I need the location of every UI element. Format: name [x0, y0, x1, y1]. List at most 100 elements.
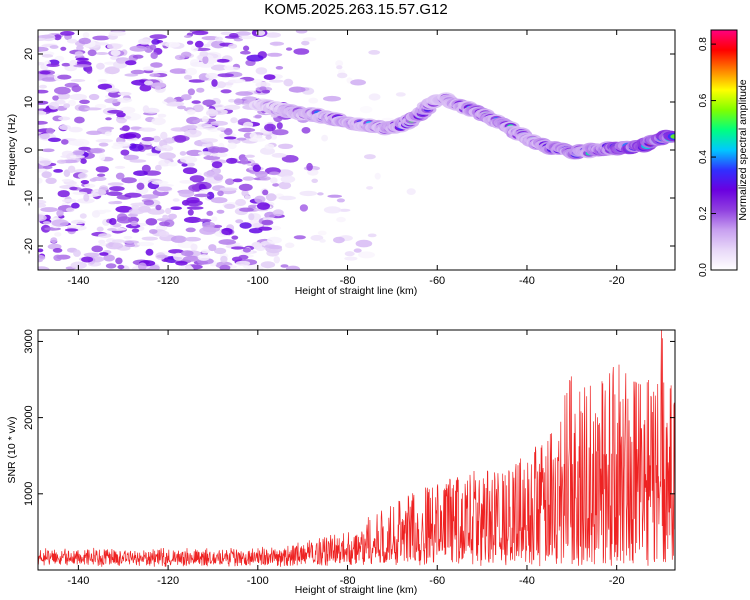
heatmap-noise-cell	[104, 98, 119, 104]
heatmap-noise-cell	[159, 230, 170, 238]
heatmap-noise-cell	[338, 208, 351, 212]
heatmap-noise-cell	[89, 178, 97, 182]
heatmap-noise-cell	[264, 244, 277, 249]
heatmap-noise-cell	[203, 155, 221, 161]
heatmap-noise-cell	[179, 151, 187, 156]
heatmap-noise-cell	[108, 31, 126, 37]
heatmap-noise-cell	[96, 62, 105, 70]
heatmap-noise-cell	[56, 209, 64, 217]
heatmap-noise-cell	[197, 151, 213, 156]
heatmap-noise-cell	[333, 236, 345, 244]
heatmap-noise-cell	[278, 143, 294, 149]
heatmap-noise-cell	[69, 186, 78, 191]
heatmap-noise-cell	[141, 164, 151, 173]
heatmap-noise-cell	[96, 226, 104, 232]
heatmap-noise-cell	[255, 246, 266, 251]
heatmap-noise-cell	[211, 161, 223, 169]
heatmap-noise-cell	[104, 61, 116, 65]
heatmap-noise-cell	[273, 256, 280, 264]
heatmap-noise-cell	[132, 54, 144, 59]
heatmap-noise-cell	[98, 142, 109, 147]
x-tick-label: -20	[609, 275, 625, 287]
heatmap-noise-cell	[152, 135, 161, 143]
heatmap-noise-cell	[202, 221, 216, 229]
heatmap-noise-cell	[40, 207, 59, 213]
heatmap-noise-cell	[220, 89, 232, 94]
heatmap-noise-cell	[130, 220, 138, 227]
heatmap-noise-cell	[151, 180, 169, 185]
heatmap-noise-cell	[177, 105, 186, 110]
snr-x-ticks: -140 -120 -100 -80 -60 -40 -20	[67, 330, 625, 587]
y-tick-label: 10	[23, 96, 35, 108]
heatmap-noise-cell	[202, 56, 209, 64]
heatmap-noise-cell	[83, 252, 100, 257]
heatmap-noise-cell	[180, 156, 198, 164]
heatmap-noise-cell	[216, 58, 230, 63]
heatmap-noise-cell	[238, 254, 249, 260]
heatmap-noise-cell	[285, 265, 301, 270]
chart-title: KOM5.2025.263.15.57.G12	[264, 1, 447, 18]
heatmap-noise-cell	[79, 99, 90, 105]
heatmap-noise-cell	[219, 187, 238, 191]
heatmap-noise-cell	[217, 73, 234, 78]
heatmap-noise-cell	[335, 60, 344, 67]
heatmap-noise-cell	[115, 257, 123, 265]
heatmap-noise-cell	[178, 189, 195, 198]
heatmap-noise-cell	[38, 214, 47, 222]
heatmap-noise-cell	[124, 243, 136, 248]
heatmap-noise-cell	[73, 249, 81, 257]
heatmap-noise-cell	[156, 254, 169, 259]
heatmap-noise-cell	[270, 177, 278, 184]
heatmap-noise-cell	[103, 254, 115, 262]
x-tick-label: -60	[429, 275, 445, 287]
heatmap-noise-cell	[175, 261, 188, 266]
heatmap-noise-cell	[68, 126, 83, 133]
heatmap-noise-cell	[364, 154, 376, 160]
heatmap-noise-cell	[246, 54, 264, 62]
heatmap-noise-cell	[286, 47, 293, 51]
heatmap-noise-cell	[97, 83, 113, 90]
heatmap-noise-cell	[199, 51, 209, 57]
heatmap-noise-cell	[217, 190, 224, 197]
heatmap-noise-cell	[38, 110, 47, 116]
heatmap-noise-cell	[116, 136, 124, 143]
heatmap-noise-cell	[216, 81, 226, 89]
heatmap-noise-cell	[350, 79, 366, 86]
heatmap-noise-cell	[114, 165, 126, 169]
heatmap-noise-cell	[86, 66, 93, 74]
heatmap-noise-cell	[249, 132, 257, 139]
heatmap-noise-cell	[203, 171, 218, 178]
heatmap-noise-cell	[97, 173, 106, 177]
heatmap-noise-cell	[198, 218, 212, 223]
heatmap-noise-cell	[248, 137, 266, 142]
heatmap-noise-cell	[117, 91, 132, 96]
heatmap-noise-cell	[38, 61, 46, 66]
heatmap-noise-cell	[149, 73, 161, 78]
heatmap-noise-cell	[92, 35, 110, 41]
heatmap-noise-cell	[217, 127, 226, 131]
colorbar-gradient	[710, 29, 738, 271]
heatmap-noise-cell	[188, 79, 205, 83]
heatmap-noise-cell	[39, 70, 51, 75]
heatmap-noise-cell	[280, 175, 296, 183]
heatmap-noise-cell	[228, 98, 236, 103]
colorbar-tick-label: 0.4	[698, 150, 709, 164]
heatmap-noise-cell	[78, 37, 92, 45]
y-tick-label: 1000	[23, 482, 35, 506]
heatmap-noise-cell	[186, 40, 194, 45]
heatmap-noise-cell	[95, 166, 109, 173]
heatmap-noise-cell	[149, 229, 158, 234]
heatmap-noise-cell	[366, 186, 374, 190]
heatmap-noise-cell	[107, 109, 124, 114]
heatmap-noise-cell	[41, 148, 55, 153]
heatmap-noise-cell	[142, 105, 150, 113]
heatmap-noise-cell	[88, 93, 100, 101]
heatmap-noise-cell	[38, 177, 43, 184]
heatmap-noise-cell	[106, 191, 123, 196]
heatmap-noise-cell	[191, 30, 209, 36]
heatmap-noise-cell	[67, 224, 81, 228]
heatmap-noise-cell	[210, 120, 228, 126]
x-tick-label: -120	[157, 275, 179, 287]
heatmap-noise-cell	[160, 131, 168, 140]
heatmap-noise-cell	[337, 72, 348, 79]
